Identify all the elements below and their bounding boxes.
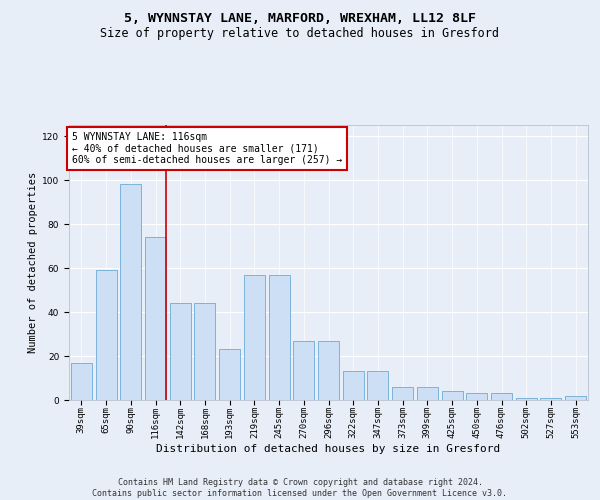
Text: 5, WYNNSTAY LANE, MARFORD, WREXHAM, LL12 8LF: 5, WYNNSTAY LANE, MARFORD, WREXHAM, LL12…	[124, 12, 476, 26]
Bar	[120, 184, 141, 400]
Bar	[392, 387, 413, 400]
Bar	[194, 303, 215, 400]
Bar	[343, 372, 364, 400]
Bar	[244, 274, 265, 400]
Text: Size of property relative to detached houses in Gresford: Size of property relative to detached ho…	[101, 28, 499, 40]
Bar	[170, 303, 191, 400]
Text: 5 WYNNSTAY LANE: 116sqm
← 40% of detached houses are smaller (171)
60% of semi-d: 5 WYNNSTAY LANE: 116sqm ← 40% of detache…	[71, 132, 342, 165]
Y-axis label: Number of detached properties: Number of detached properties	[28, 172, 38, 353]
Bar	[417, 387, 438, 400]
Bar	[442, 391, 463, 400]
Bar	[269, 274, 290, 400]
Bar	[145, 237, 166, 400]
Bar	[466, 394, 487, 400]
Bar	[541, 398, 562, 400]
Bar	[219, 350, 240, 400]
Bar	[293, 340, 314, 400]
Bar	[516, 398, 537, 400]
Bar	[367, 372, 388, 400]
Text: Contains HM Land Registry data © Crown copyright and database right 2024.
Contai: Contains HM Land Registry data © Crown c…	[92, 478, 508, 498]
Bar	[565, 396, 586, 400]
Bar	[95, 270, 116, 400]
Bar	[71, 362, 92, 400]
Bar	[318, 340, 339, 400]
Bar	[491, 394, 512, 400]
X-axis label: Distribution of detached houses by size in Gresford: Distribution of detached houses by size …	[157, 444, 500, 454]
